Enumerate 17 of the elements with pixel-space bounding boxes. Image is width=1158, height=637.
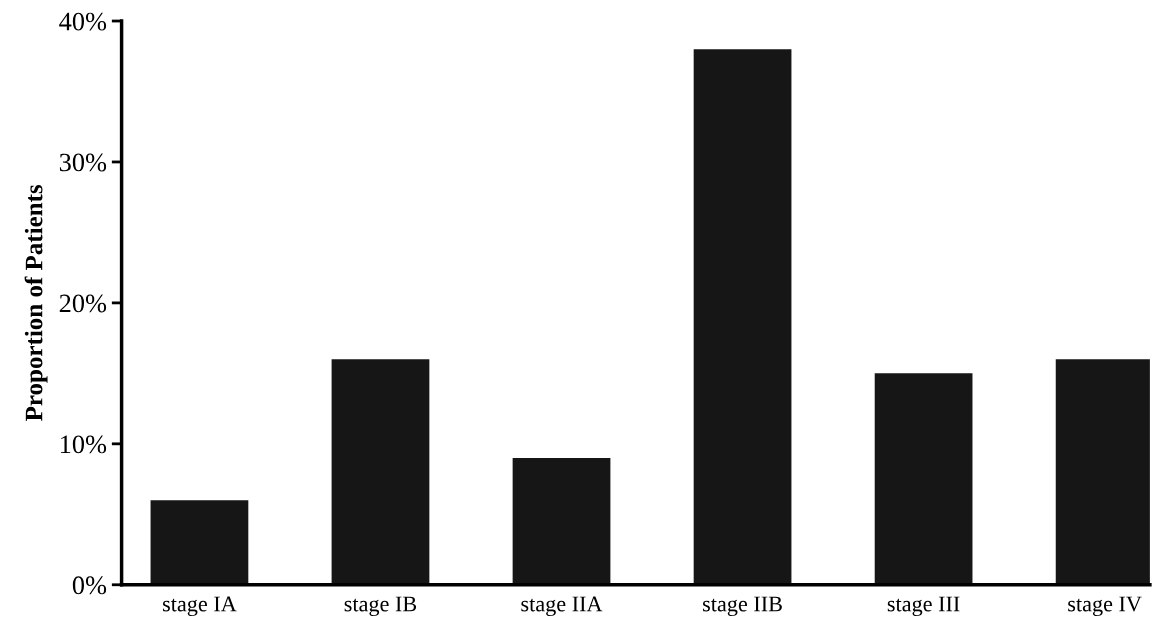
x-tick-label: stage IIA [521, 596, 603, 617]
bar [512, 457, 611, 585]
y-tick-label: 10% [60, 435, 107, 454]
x-tick-label: stage IV [1068, 596, 1142, 617]
y-tick-label: 20% [59, 294, 107, 313]
y-tick-label: 30% [59, 153, 107, 172]
y-tick-label: 40% [59, 12, 107, 31]
y-axis-title: Proportion of Patients [24, 184, 48, 421]
x-tick-label: stage III [887, 596, 960, 617]
bar [693, 49, 792, 585]
x-tick-label: stage IIB [703, 596, 782, 617]
x-tick-label: stage IB [344, 596, 417, 617]
bar [331, 359, 430, 585]
bar [874, 373, 973, 585]
bar [150, 500, 249, 585]
x-tick-label: stage IA [163, 596, 237, 617]
y-tick-label: 0% [72, 576, 107, 595]
